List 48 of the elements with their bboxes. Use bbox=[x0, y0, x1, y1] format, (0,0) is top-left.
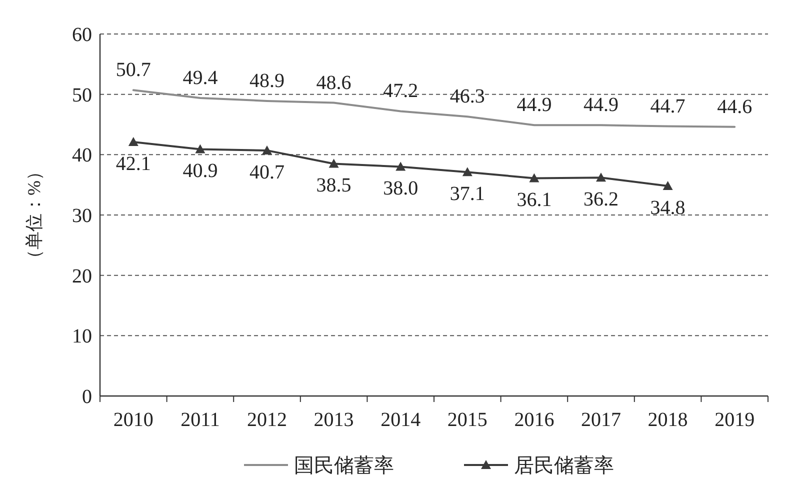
data-label: 44.9 bbox=[584, 94, 618, 116]
y-tick-label: 0 bbox=[82, 386, 92, 408]
x-tick-label: 2018 bbox=[648, 409, 688, 431]
x-tick-label: 2012 bbox=[247, 409, 287, 431]
data-label: 36.1 bbox=[516, 189, 552, 212]
point bbox=[396, 162, 406, 171]
data-label: 42.1 bbox=[116, 152, 151, 175]
point bbox=[128, 136, 138, 146]
data-label: 48.6 bbox=[316, 72, 352, 94]
data-label: 37.1 bbox=[450, 183, 485, 206]
point bbox=[529, 173, 540, 182]
point bbox=[662, 181, 673, 190]
legend-label: 居民储蓄率 bbox=[514, 455, 614, 477]
y-tick-label: 10 bbox=[72, 326, 92, 348]
data-label: 34.8 bbox=[650, 197, 686, 220]
x-tick-label: 2013 bbox=[314, 409, 354, 431]
data-label: 44.6 bbox=[717, 96, 752, 118]
x-tick-label: 2019 bbox=[714, 409, 755, 431]
data-label: 46.3 bbox=[450, 86, 485, 108]
x-tick-label: 2010 bbox=[113, 409, 154, 431]
data-label: 36.2 bbox=[584, 188, 618, 211]
x-tick-label: 2017 bbox=[581, 409, 621, 431]
y-tick-label: 20 bbox=[72, 265, 92, 288]
legend-label: 国民储蓄率 bbox=[294, 455, 394, 477]
data-label: 44.7 bbox=[650, 95, 686, 118]
data-label: 38.5 bbox=[316, 174, 352, 197]
point bbox=[596, 172, 606, 182]
y-tick-label: 50 bbox=[72, 84, 92, 106]
y-axis-title: （单位：%） bbox=[24, 162, 44, 268]
data-label: 49.4 bbox=[182, 66, 218, 89]
x-tick-label: 2016 bbox=[514, 409, 554, 431]
y-tick-label: 60 bbox=[72, 24, 92, 46]
point bbox=[328, 158, 339, 168]
x-tick-label: 2014 bbox=[380, 409, 421, 431]
data-label: 47.2 bbox=[383, 80, 418, 102]
data-label: 48.9 bbox=[250, 70, 284, 92]
data-label: 40.9 bbox=[182, 160, 218, 182]
x-tick-label: 2015 bbox=[447, 409, 488, 431]
x-tick-label: 2011 bbox=[180, 409, 220, 431]
point bbox=[262, 145, 272, 154]
data-label: 50.7 bbox=[116, 59, 151, 82]
y-tick-label: 30 bbox=[72, 205, 92, 227]
y-tick-label: 40 bbox=[72, 144, 92, 167]
data-label: 44.9 bbox=[516, 94, 552, 116]
data-label: 40.7 bbox=[250, 161, 284, 184]
data-label: 38.0 bbox=[383, 178, 418, 200]
point bbox=[462, 167, 472, 176]
point bbox=[195, 144, 206, 154]
